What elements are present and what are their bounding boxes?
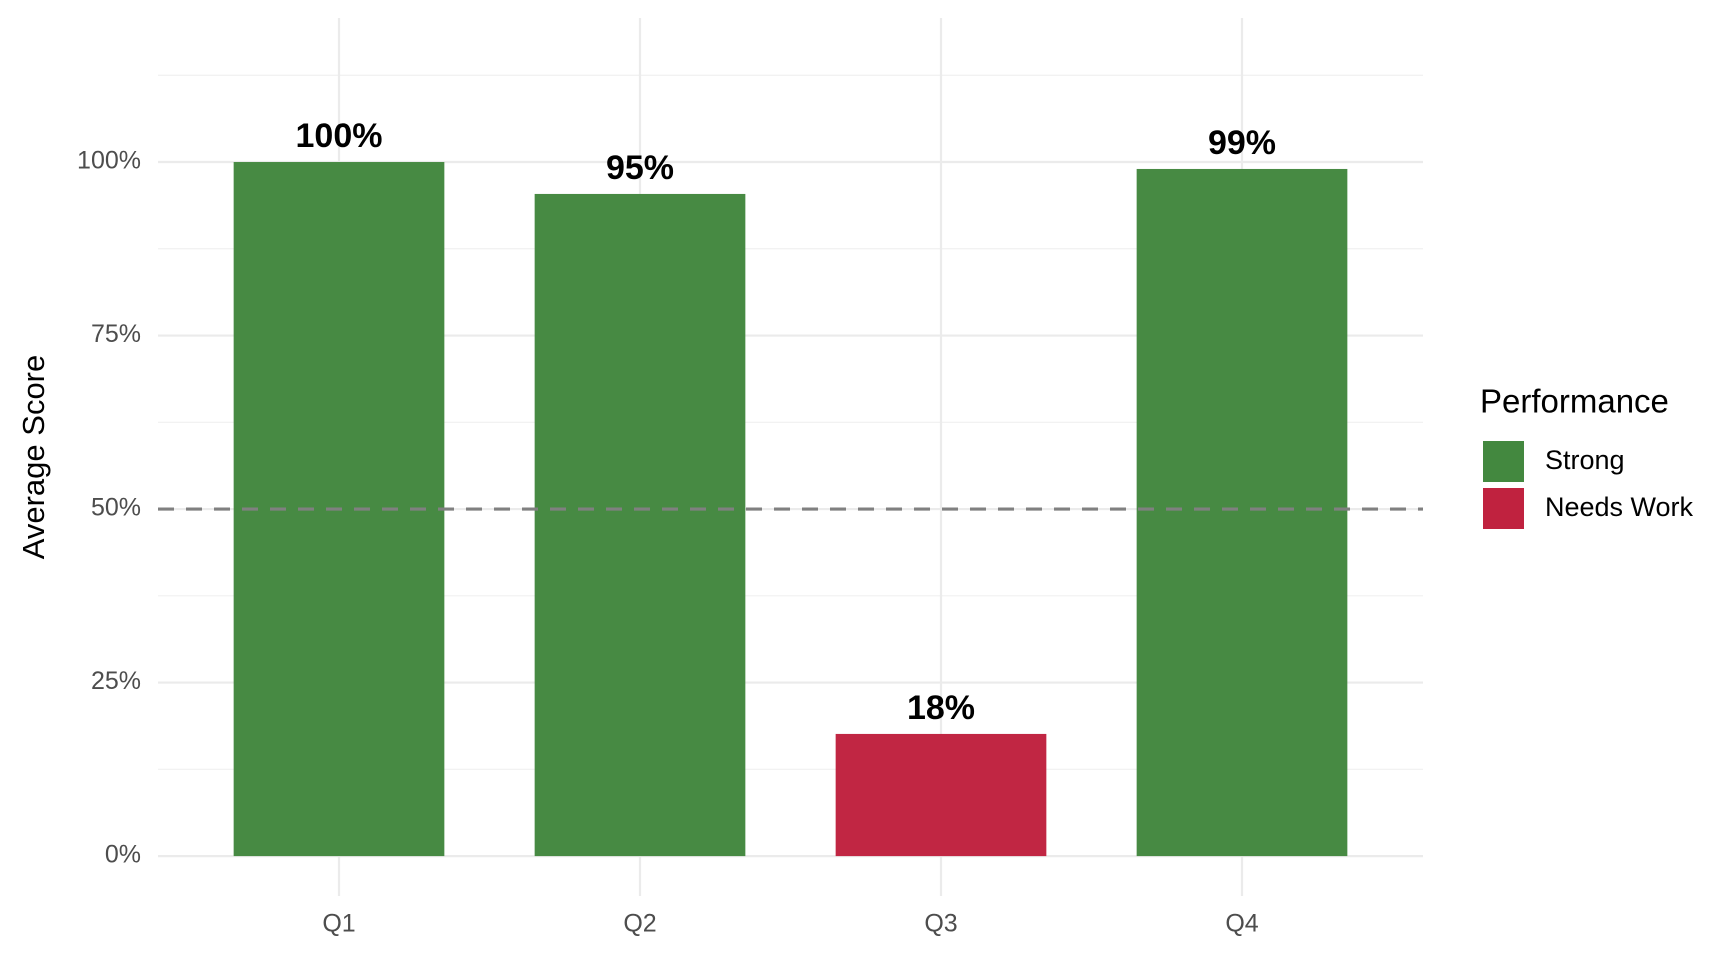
y-tick-label: 100% [77, 147, 141, 175]
y-tick-label: 25% [91, 667, 141, 695]
legend-label: Needs Work [1545, 492, 1694, 522]
legend-title: Performance [1480, 383, 1669, 420]
value-label: 18% [907, 689, 975, 727]
x-tick-label: Q3 [924, 910, 957, 938]
y-tick-label: 75% [91, 320, 141, 348]
legend-label: Strong [1545, 445, 1625, 475]
value-label: 100% [296, 117, 383, 155]
y-axis-title: Average Score [16, 355, 51, 560]
value-label: 95% [606, 149, 674, 187]
y-tick-label: 50% [91, 494, 141, 522]
legend-key [1483, 441, 1524, 482]
bar [534, 193, 746, 857]
bar [835, 733, 1047, 857]
legend-key [1483, 488, 1524, 529]
y-tick-label: 0% [105, 841, 141, 869]
bar [1136, 168, 1348, 857]
x-tick-label: Q2 [623, 910, 656, 938]
x-tick-label: Q1 [322, 910, 355, 938]
x-tick-label: Q4 [1225, 910, 1258, 938]
value-label: 99% [1208, 124, 1276, 162]
